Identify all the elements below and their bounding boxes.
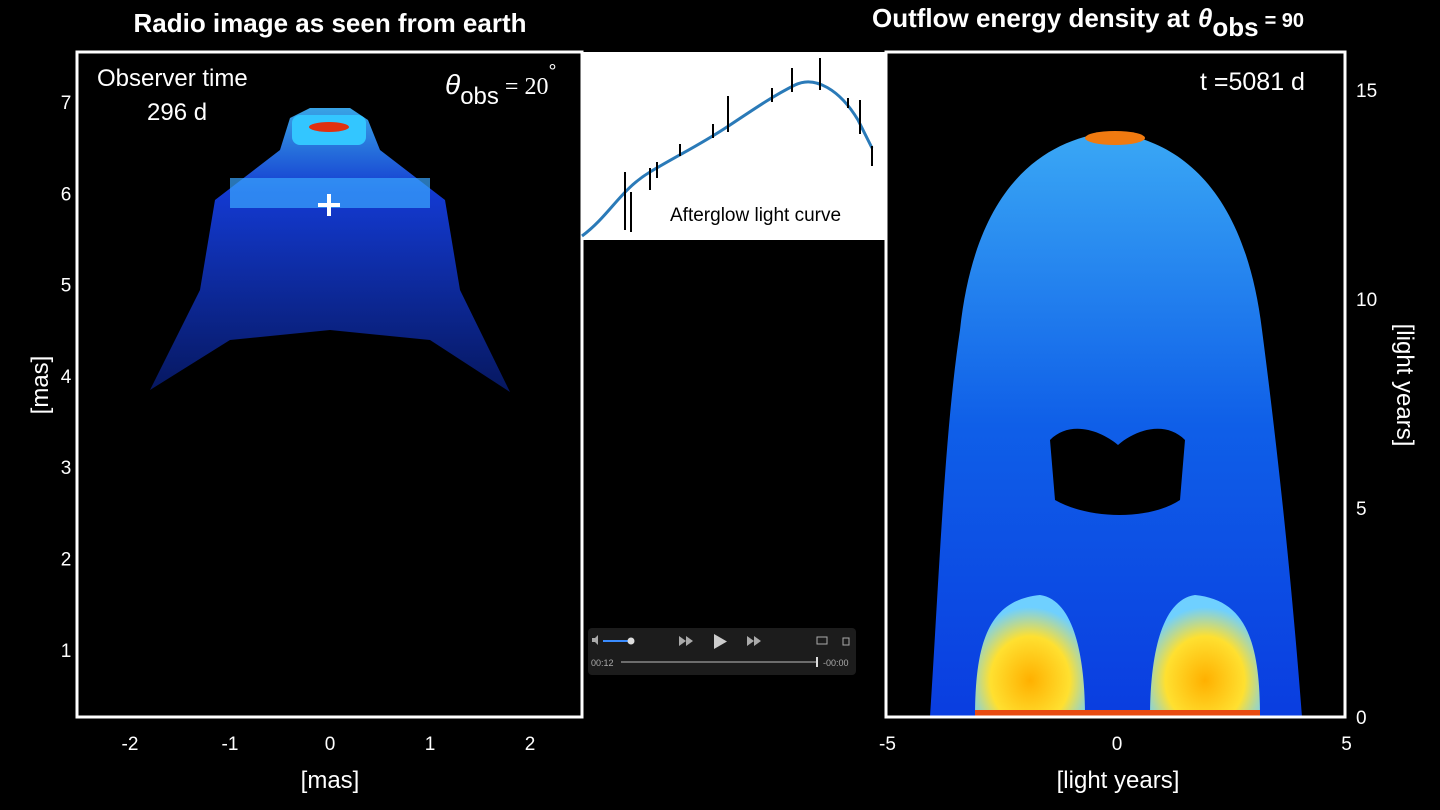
y-tick-label: 5 [61, 276, 72, 297]
y-tick-label: 15 [1356, 81, 1377, 102]
radio-image [150, 108, 510, 392]
theta: θ [1198, 3, 1213, 33]
x-tick-label: -1 [222, 734, 239, 755]
right-frame [884, 50, 1347, 719]
theta: θ [445, 69, 460, 100]
base-layer [975, 710, 1260, 717]
play-button[interactable] [714, 634, 727, 649]
centroid-cross [318, 194, 340, 216]
y-tick-label: 2 [61, 550, 72, 571]
angle-label: θobs = 20° [445, 61, 556, 110]
x-tick-label: -2 [122, 734, 139, 755]
right-title-text: Outflow energy density at [872, 3, 1190, 33]
inset-background [582, 52, 886, 240]
y-tick-label: 0 [1356, 708, 1367, 729]
x-tick-label: 2 [525, 734, 536, 755]
inset-label: Afterglow light curve [670, 205, 841, 226]
elapsed-time: 00:12 [591, 658, 614, 668]
airplay-button[interactable] [816, 636, 828, 645]
subscript: obs [460, 83, 499, 110]
volume-knob[interactable] [627, 637, 635, 645]
y-axis-label: [mas] [27, 356, 54, 415]
observer-time: 296 d [147, 99, 207, 126]
x-axis-label: [mas] [301, 767, 360, 794]
rewind-button[interactable] [679, 636, 693, 646]
outflow-cavity [1050, 428, 1185, 515]
mute-button[interactable] [592, 635, 598, 645]
angle-value: = 20 [505, 74, 549, 100]
forward-button[interactable] [747, 636, 761, 646]
observer-label: Observer time [97, 65, 248, 92]
left-lobe [975, 595, 1085, 717]
y-tick-label: 3 [61, 458, 72, 479]
angle-unit: ° [548, 61, 556, 83]
x-tick-label: -5 [879, 734, 896, 755]
x-tick-label: 0 [325, 734, 336, 755]
left-frame [75, 50, 584, 719]
x-tick-label: 5 [1341, 734, 1352, 755]
left-title: Radio image as seen from earth [133, 8, 526, 38]
y-tick-label: 7 [61, 93, 72, 114]
outflow-dome [930, 132, 1302, 717]
y-tick-label: 10 [1356, 290, 1377, 311]
player-bar [588, 628, 856, 675]
sim-time: t =5081 d [1200, 68, 1305, 96]
x-tick-label: 0 [1112, 734, 1123, 755]
radio-peak [309, 122, 349, 132]
remaining-time: -00:00 [823, 658, 849, 668]
error-bars [624, 58, 873, 232]
y-tick-label: 1 [61, 641, 72, 662]
right-lobe [1150, 595, 1260, 717]
y-tick-label: 6 [61, 184, 72, 205]
share-button[interactable] [842, 637, 850, 646]
media-player: 00:12 -00:00 [588, 628, 856, 675]
y-axis-label: [light years] [1391, 324, 1418, 447]
right-title: Outflow energy density at θobs = 90 [872, 3, 1304, 42]
y-tick-label: 5 [1356, 499, 1367, 520]
x-axis-label: [light years] [1057, 767, 1180, 794]
subscript: obs [1212, 12, 1258, 42]
x-tick-label: 1 [425, 734, 436, 755]
y-tick-label: 4 [61, 367, 72, 388]
outflow-head [1085, 131, 1145, 145]
angle-value: = 90 [1265, 10, 1304, 32]
